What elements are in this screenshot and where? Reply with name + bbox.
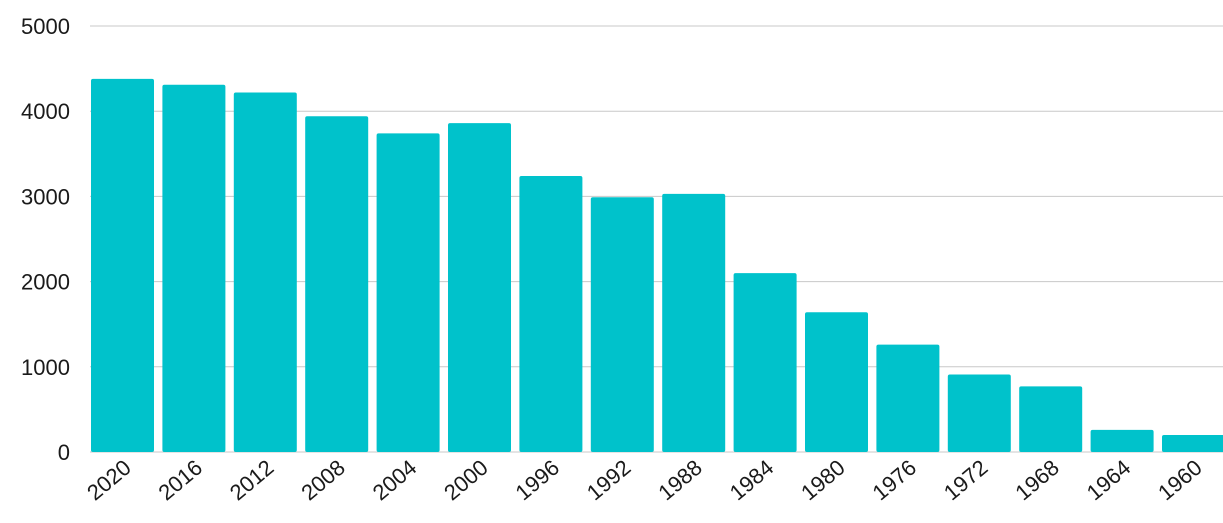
x-tick-label: 1976 <box>868 455 922 506</box>
y-tick-label: 1000 <box>21 355 70 380</box>
bar-2000 <box>448 123 511 453</box>
bar-1992 <box>590 197 654 452</box>
x-axis: 2020 2016 2012 2008 2004 2000 1996 1992 1988 1984… <box>82 455 1207 506</box>
bar-1968 <box>1019 386 1083 452</box>
x-tick-label: 1964 <box>1082 455 1136 506</box>
bars <box>91 78 1223 453</box>
bar-1976 <box>876 344 940 452</box>
x-tick-label: 1968 <box>1010 455 1064 506</box>
bar-2016 <box>162 84 226 453</box>
x-tick-label: 2020 <box>82 455 136 506</box>
x-tick-label: 1984 <box>725 455 779 506</box>
bar-1988 <box>662 193 726 452</box>
x-tick-label: 2008 <box>296 455 350 506</box>
x-tick-label: 2000 <box>439 455 493 506</box>
x-tick-label: 1972 <box>939 455 993 506</box>
bar-1996 <box>519 175 583 452</box>
bar-2008 <box>305 116 369 452</box>
bar-1972 <box>947 374 1011 452</box>
y-tick-label: 5000 <box>21 14 70 39</box>
bar-1960 <box>1162 434 1223 452</box>
x-tick-label: 1960 <box>1153 455 1207 506</box>
bar-2004 <box>376 133 440 453</box>
y-tick-label: 4000 <box>21 99 70 124</box>
x-tick-label: 1996 <box>511 455 565 506</box>
y-axis: 0 1000 2000 3000 4000 5000 <box>21 14 70 465</box>
y-tick-label: 3000 <box>21 184 70 209</box>
x-tick-label: 1980 <box>796 455 850 506</box>
bar-2012 <box>233 92 297 453</box>
x-tick-label: 2012 <box>225 455 279 506</box>
x-tick-label: 2004 <box>368 455 422 506</box>
bar-2020 <box>91 78 154 452</box>
x-tick-label: 2016 <box>154 455 208 506</box>
y-tick-label: 2000 <box>21 270 70 295</box>
x-tick-label: 1988 <box>653 455 707 506</box>
bar-1984 <box>733 273 797 452</box>
bar-1980 <box>805 312 868 452</box>
y-tick-label: 0 <box>58 440 70 465</box>
bar-1964 <box>1090 429 1154 452</box>
x-tick-label: 1992 <box>582 455 636 506</box>
